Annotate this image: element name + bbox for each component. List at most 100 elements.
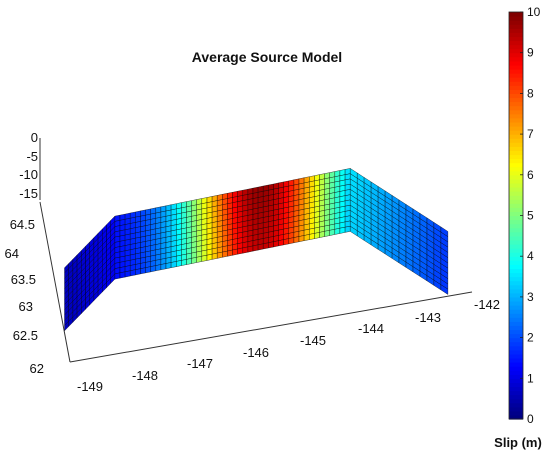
colorbar-strip — [509, 223, 523, 229]
colorbar-strip — [509, 243, 523, 249]
colorbar-strip — [509, 398, 523, 404]
colorbar-strip — [509, 252, 523, 257]
x-tick-label: -147 — [187, 356, 213, 371]
fault-patch — [211, 252, 218, 260]
z-tick-labels: 0 -5 -10 -15 — [19, 130, 38, 201]
fault-patch — [181, 259, 187, 266]
colorbar-strip — [509, 182, 523, 188]
x-tick-label: -143 — [415, 310, 441, 325]
y-tick-label: 64 — [5, 246, 19, 261]
colorbar-tick-label: 7 — [527, 127, 534, 141]
colorbar-strip — [509, 130, 523, 135]
fault-patch — [314, 232, 320, 239]
y-tick-labels: 62 62.5 63 63.5 64 64.5 — [5, 217, 44, 376]
colorbar: 0 1 2 3 4 5 6 7 8 9 10 Slip (m) — [494, 5, 542, 450]
colorbar-strip — [509, 68, 523, 74]
fault-patch — [155, 264, 162, 272]
colorbar-strip — [509, 382, 523, 388]
fault-patch — [339, 226, 346, 234]
colorbar-strip — [509, 235, 523, 241]
fault-patch — [440, 284, 449, 295]
z-tick-label: -15 — [19, 186, 38, 201]
colorbar-strip — [509, 410, 523, 416]
fault-patch — [232, 248, 238, 256]
colorbar-strip — [509, 353, 523, 359]
fault-patch — [150, 265, 156, 273]
colorbar-strip — [509, 292, 523, 298]
colorbar-strip — [509, 187, 523, 192]
colorbar-strip — [509, 174, 523, 180]
colorbar-strip — [509, 219, 523, 225]
fault-patch — [309, 233, 315, 240]
colorbar-strip — [509, 24, 523, 29]
colorbar-strip — [509, 73, 523, 78]
colorbar-tick-label: 5 — [527, 209, 534, 223]
fault-patch — [303, 234, 310, 241]
colorbar-tick-label: 2 — [527, 331, 534, 345]
axes — [39, 138, 473, 363]
colorbar-strip — [509, 357, 523, 363]
colorbar-strip — [509, 305, 523, 310]
colorbar-tick-label: 0 — [527, 412, 534, 426]
colorbar-strip — [509, 191, 523, 196]
colorbar-strip — [509, 32, 523, 38]
colorbar-strip — [509, 211, 523, 217]
colorbar-strip — [509, 138, 523, 143]
colorbar-strip — [509, 60, 523, 66]
colorbar-strip — [509, 378, 523, 383]
fault-segment-east — [350, 168, 449, 295]
fault-patch — [268, 241, 274, 249]
fault-patch — [298, 235, 305, 243]
colorbar-strip — [509, 166, 523, 172]
z-tick-label: -5 — [26, 149, 38, 164]
fault-patch — [242, 246, 249, 254]
fault-patch — [186, 258, 192, 265]
fault-patch — [217, 251, 223, 259]
fault-patch — [130, 269, 136, 277]
fault-patch — [140, 267, 146, 275]
colorbar-strip — [509, 341, 523, 347]
colorbar-strip — [509, 329, 523, 335]
colorbar-strip — [509, 93, 523, 99]
colorbar-strip — [509, 101, 523, 107]
colorbar-strip — [509, 394, 523, 400]
fault-patch — [191, 257, 197, 264]
colorbar-strip — [509, 276, 523, 282]
colorbar-strip — [509, 170, 523, 176]
colorbar-tick-label: 10 — [527, 5, 541, 19]
chart-title: Average Source Model — [192, 49, 342, 65]
colorbar-gradient — [509, 12, 523, 420]
colorbar-strip — [509, 288, 523, 294]
x-tick-label: -148 — [132, 368, 158, 383]
colorbar-strip — [509, 268, 523, 274]
x-tick-label: -145 — [300, 333, 326, 348]
colorbar-strip — [509, 56, 523, 62]
colorbar-strip — [509, 345, 523, 351]
fault-patch — [334, 227, 341, 235]
colorbar-strip — [509, 158, 523, 164]
colorbar-strip — [509, 272, 523, 278]
colorbar-strip — [509, 113, 523, 119]
colorbar-strip — [509, 162, 523, 168]
colorbar-strip — [509, 146, 523, 151]
x-tick-label: -144 — [358, 321, 384, 336]
colorbar-strip — [509, 256, 523, 261]
colorbar-strip — [509, 134, 523, 139]
fault-patch — [278, 239, 284, 247]
x-tick-label: -149 — [77, 379, 103, 394]
fault-patch — [165, 262, 172, 270]
colorbar-strip — [509, 154, 523, 160]
colorbar-strip — [509, 374, 523, 379]
colorbar-strip — [509, 117, 523, 123]
fault-patch — [196, 255, 202, 263]
colorbar-strip — [509, 109, 523, 115]
z-tick-label: 0 — [31, 130, 38, 145]
colorbar-tick-label: 1 — [527, 371, 534, 385]
colorbar-strip — [509, 402, 523, 408]
x-tick-label: -146 — [243, 345, 269, 360]
x-tick-label: -142 — [474, 297, 500, 312]
colorbar-strip — [509, 142, 523, 147]
fault-patch — [237, 247, 243, 255]
colorbar-strip — [509, 284, 523, 290]
colorbar-strip — [509, 199, 523, 204]
